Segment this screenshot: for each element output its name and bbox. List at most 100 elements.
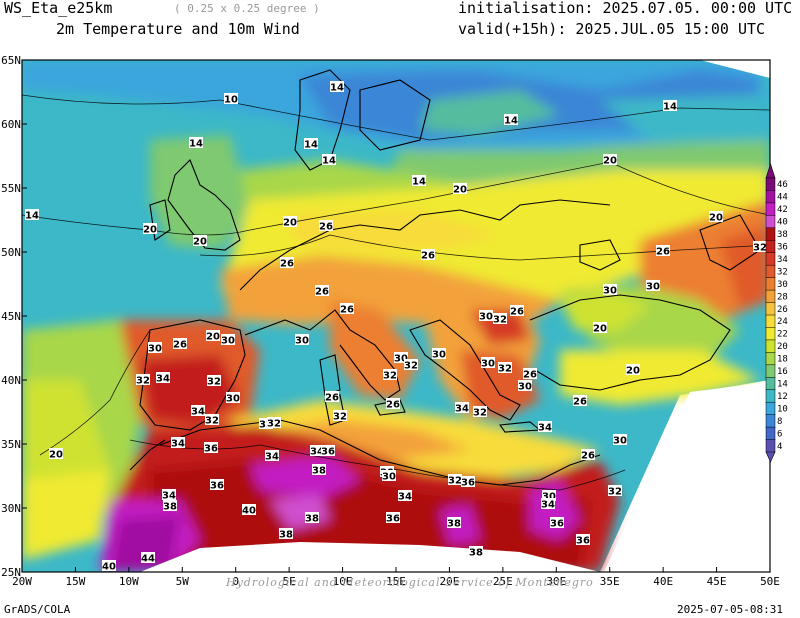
colorbar-swatch bbox=[765, 401, 776, 416]
contour-label: 14 bbox=[412, 175, 426, 188]
colorbar-swatch bbox=[765, 240, 776, 254]
contour-label-text: 34 bbox=[455, 404, 469, 415]
colorbar-swatch bbox=[765, 202, 776, 216]
contour-label: 44 bbox=[141, 552, 155, 565]
contour-label: 26 bbox=[315, 285, 329, 298]
contour-label: 38 bbox=[163, 500, 177, 513]
contour-label-text: 26 bbox=[581, 451, 595, 462]
colorbar-swatch bbox=[765, 177, 776, 192]
software-label: GrADS/COLA bbox=[4, 603, 71, 616]
contour-label-text: 32 bbox=[493, 315, 507, 326]
contour-label: 32 bbox=[404, 359, 418, 372]
contour-label: 36 bbox=[204, 442, 218, 455]
contour-label-text: 34 bbox=[171, 439, 185, 450]
contour-label: 20 bbox=[206, 330, 220, 343]
colorbar-level-label: 8 bbox=[777, 417, 782, 427]
contour-label-text: 36 bbox=[204, 444, 218, 455]
contour-label: 32 bbox=[753, 241, 767, 254]
contour-label-text: 36 bbox=[386, 514, 400, 525]
longitude-tick-label: 20E bbox=[439, 575, 459, 588]
colorbar-level-label: 44 bbox=[777, 193, 788, 203]
contour-label-text: 38 bbox=[163, 502, 177, 513]
contour-label: 14 bbox=[304, 138, 318, 151]
contour-label: 26 bbox=[573, 395, 587, 408]
contour-label-text: 36 bbox=[210, 481, 224, 492]
contour-label-text: 32 bbox=[448, 476, 462, 487]
contour-label-text: 32 bbox=[267, 419, 281, 430]
contour-label-text: 20 bbox=[206, 332, 220, 343]
contour-label: 30 bbox=[479, 310, 493, 323]
contour-label-text: 34 bbox=[310, 447, 324, 458]
footer-timestamp: 2025-07-05-08:31 bbox=[677, 603, 783, 616]
contour-label: 30 bbox=[542, 490, 556, 503]
longitude-tick-label: 20W bbox=[12, 575, 32, 588]
contour-label: 30 bbox=[226, 392, 240, 405]
contour-label-text: 14 bbox=[304, 140, 318, 151]
colorbar-swatch bbox=[765, 414, 776, 428]
contour-label-text: 36 bbox=[550, 519, 564, 530]
colorbar-level-label: 36 bbox=[777, 243, 788, 253]
longitude-tick-label: 15E bbox=[386, 575, 406, 588]
contour-label: 14 bbox=[25, 209, 39, 222]
contour-label: 30 bbox=[221, 334, 235, 347]
contour-label: 36 bbox=[461, 476, 475, 489]
contour-label-text: 26 bbox=[340, 305, 354, 316]
contour-label-text: 20 bbox=[283, 218, 297, 229]
latitude-ticks: 65N 60N 55N 50N 45N 40N 35N 30N 25N bbox=[1, 54, 27, 579]
contour-label-text: 26 bbox=[510, 307, 524, 318]
colorbar-level-label: 30 bbox=[777, 280, 788, 290]
contour-label-text: 44 bbox=[141, 554, 155, 565]
grid-resolution: ( 0.25 x 0.25 degree ) bbox=[174, 2, 320, 15]
contour-label: 26 bbox=[510, 305, 524, 318]
contour-label: 34 bbox=[171, 437, 185, 450]
contour-label: 32 bbox=[136, 374, 150, 387]
contour-label-text: 38 bbox=[305, 514, 319, 525]
contour-label: 14 bbox=[330, 81, 344, 94]
contour-label-text: 14 bbox=[504, 116, 518, 127]
credit-text: Hydrological and Meteorological Service … bbox=[225, 576, 594, 589]
contour-label-text: 32 bbox=[207, 377, 221, 388]
contour-label: 26 bbox=[319, 220, 333, 233]
contour-label: 30 bbox=[295, 334, 309, 347]
colorbar-swatch bbox=[765, 339, 776, 353]
contour-label: 32 bbox=[493, 313, 507, 326]
colorbar-swatch bbox=[765, 227, 776, 241]
latitude-tick-label: 35N bbox=[1, 438, 21, 451]
colorbar-swatch bbox=[765, 314, 776, 329]
contour-label: 26 bbox=[173, 338, 187, 351]
colorbar-swatch bbox=[765, 252, 776, 266]
contour-label-text: 34 bbox=[156, 374, 170, 385]
colorbar-bottom-arrow bbox=[765, 451, 776, 463]
contour-label: 32 bbox=[608, 485, 622, 498]
contour-label-text: 30 bbox=[394, 354, 408, 365]
colorbar-level-label: 28 bbox=[777, 292, 788, 302]
contour-label-text: 20 bbox=[626, 366, 640, 377]
colorbar-level-label: 26 bbox=[777, 305, 788, 315]
contour-label: 26 bbox=[523, 368, 537, 381]
contour-label-text: 26 bbox=[280, 259, 294, 270]
contour-label: 32 bbox=[498, 362, 512, 375]
latitude-tick-label: 45N bbox=[1, 310, 21, 323]
contour-label-text: 34 bbox=[538, 423, 552, 434]
contour-label-text: 14 bbox=[322, 156, 336, 167]
contour-label-text: 30 bbox=[148, 344, 162, 355]
contour-label-text: 20 bbox=[593, 324, 607, 335]
contour-label: 38 bbox=[447, 517, 461, 530]
contour-label-text: 14 bbox=[330, 83, 344, 94]
longitude-tick-label: 25E bbox=[493, 575, 513, 588]
contour-label-text: 32 bbox=[608, 487, 622, 498]
longitude-tick-label: 10W bbox=[119, 575, 139, 588]
contour-label: 30 bbox=[481, 357, 495, 370]
longitude-tick-label: 5E bbox=[283, 575, 296, 588]
latitude-tick-label: 50N bbox=[1, 246, 21, 259]
contour-label: 36 bbox=[210, 479, 224, 492]
contour-label: 32 bbox=[207, 375, 221, 388]
contour-label: 30 bbox=[646, 280, 660, 293]
colorbar-swatch bbox=[765, 327, 776, 341]
contour-label-text: 36 bbox=[321, 447, 335, 458]
colorbar-level-label: 40 bbox=[777, 218, 788, 228]
contour-label: 30 bbox=[394, 352, 408, 365]
colorbar-swatch bbox=[765, 426, 776, 441]
contour-label-text: 26 bbox=[523, 370, 537, 381]
